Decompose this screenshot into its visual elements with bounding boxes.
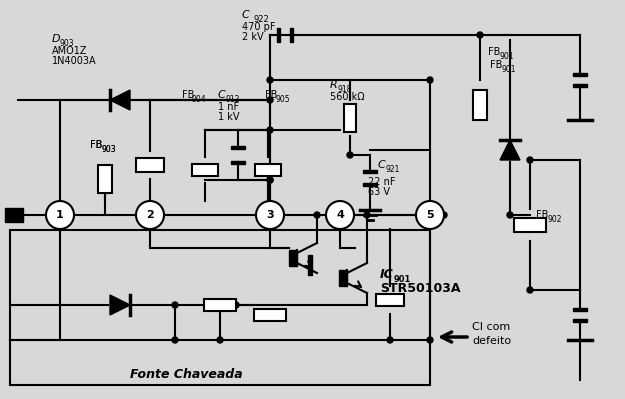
- Circle shape: [441, 212, 447, 218]
- Circle shape: [416, 201, 444, 229]
- Text: 3: 3: [266, 210, 274, 220]
- Text: C: C: [378, 160, 386, 170]
- Text: FB: FB: [182, 90, 194, 100]
- Text: 63 V: 63 V: [368, 187, 390, 197]
- Circle shape: [314, 212, 320, 218]
- Text: C: C: [218, 90, 226, 100]
- Text: 2: 2: [146, 210, 154, 220]
- Polygon shape: [289, 250, 297, 266]
- Polygon shape: [231, 161, 245, 164]
- Bar: [98, 165, 112, 193]
- Text: 1N4003A: 1N4003A: [52, 56, 97, 66]
- Circle shape: [387, 337, 393, 343]
- Bar: [344, 103, 356, 132]
- Text: AMO1Z: AMO1Z: [52, 46, 88, 56]
- Text: 22 nF: 22 nF: [368, 177, 396, 187]
- Bar: [204, 299, 236, 311]
- Circle shape: [217, 337, 223, 343]
- Text: 1 kV: 1 kV: [218, 112, 239, 122]
- Text: 470 pF: 470 pF: [242, 22, 276, 32]
- Circle shape: [136, 201, 164, 229]
- Text: 904: 904: [192, 95, 207, 104]
- Text: 1: 1: [56, 210, 64, 220]
- Circle shape: [326, 201, 354, 229]
- Polygon shape: [573, 73, 587, 76]
- Text: D: D: [52, 34, 61, 44]
- Polygon shape: [277, 28, 280, 42]
- Text: 901: 901: [394, 275, 411, 284]
- Text: Fonte Chaveada: Fonte Chaveada: [130, 368, 242, 381]
- Polygon shape: [308, 255, 312, 275]
- Polygon shape: [110, 295, 130, 315]
- Bar: [10, 230, 430, 385]
- Polygon shape: [110, 90, 130, 110]
- Text: FB: FB: [90, 140, 103, 150]
- Text: C: C: [242, 10, 250, 20]
- Text: 905: 905: [275, 95, 289, 104]
- Circle shape: [267, 97, 273, 103]
- Text: FB: FB: [265, 90, 278, 100]
- Circle shape: [267, 177, 273, 183]
- Circle shape: [507, 212, 513, 218]
- Polygon shape: [573, 308, 587, 311]
- Text: 901: 901: [502, 65, 516, 74]
- Circle shape: [172, 302, 178, 308]
- Bar: [136, 158, 164, 172]
- Circle shape: [46, 201, 74, 229]
- Text: 2 kV: 2 kV: [242, 32, 264, 42]
- Text: 922: 922: [253, 15, 269, 24]
- Text: 903: 903: [101, 145, 116, 154]
- Text: FB: FB: [490, 60, 502, 70]
- Circle shape: [256, 201, 284, 229]
- Polygon shape: [500, 140, 520, 160]
- Polygon shape: [363, 183, 377, 186]
- Circle shape: [267, 127, 273, 133]
- Circle shape: [427, 337, 433, 343]
- Polygon shape: [363, 170, 377, 173]
- Text: 918: 918: [338, 85, 352, 94]
- Text: 921: 921: [386, 165, 401, 174]
- Circle shape: [527, 157, 533, 163]
- Text: 903: 903: [60, 39, 74, 48]
- Bar: [254, 309, 286, 321]
- Bar: [192, 164, 218, 176]
- Polygon shape: [573, 84, 587, 87]
- Text: 902: 902: [548, 215, 562, 224]
- Bar: [255, 164, 281, 176]
- Bar: [376, 294, 404, 306]
- Circle shape: [477, 32, 483, 38]
- Text: 560 kΩ: 560 kΩ: [330, 92, 364, 102]
- Text: CI com: CI com: [472, 322, 510, 332]
- Bar: [5, 208, 23, 222]
- Text: FB: FB: [536, 210, 548, 220]
- Text: 903: 903: [102, 145, 117, 154]
- Circle shape: [527, 287, 533, 293]
- Text: 4: 4: [336, 210, 344, 220]
- Circle shape: [147, 212, 153, 218]
- Circle shape: [267, 177, 273, 183]
- Circle shape: [267, 77, 273, 83]
- Text: R: R: [330, 80, 338, 90]
- Circle shape: [172, 337, 178, 343]
- Polygon shape: [573, 319, 587, 322]
- Polygon shape: [339, 270, 347, 286]
- Text: FB: FB: [488, 47, 501, 57]
- Text: 5: 5: [426, 210, 434, 220]
- Text: STR50103A: STR50103A: [380, 282, 461, 295]
- Text: 912: 912: [226, 95, 241, 104]
- Text: 1 nF: 1 nF: [218, 102, 239, 112]
- Text: 901: 901: [499, 52, 514, 61]
- Polygon shape: [290, 28, 293, 42]
- Polygon shape: [231, 146, 245, 149]
- Text: FB: FB: [90, 140, 103, 150]
- Bar: [514, 218, 546, 232]
- Circle shape: [233, 302, 239, 308]
- Text: IC: IC: [380, 268, 394, 281]
- Circle shape: [427, 77, 433, 83]
- Circle shape: [347, 152, 353, 158]
- Bar: [473, 90, 487, 120]
- Text: defeito: defeito: [472, 336, 511, 346]
- Circle shape: [364, 212, 370, 218]
